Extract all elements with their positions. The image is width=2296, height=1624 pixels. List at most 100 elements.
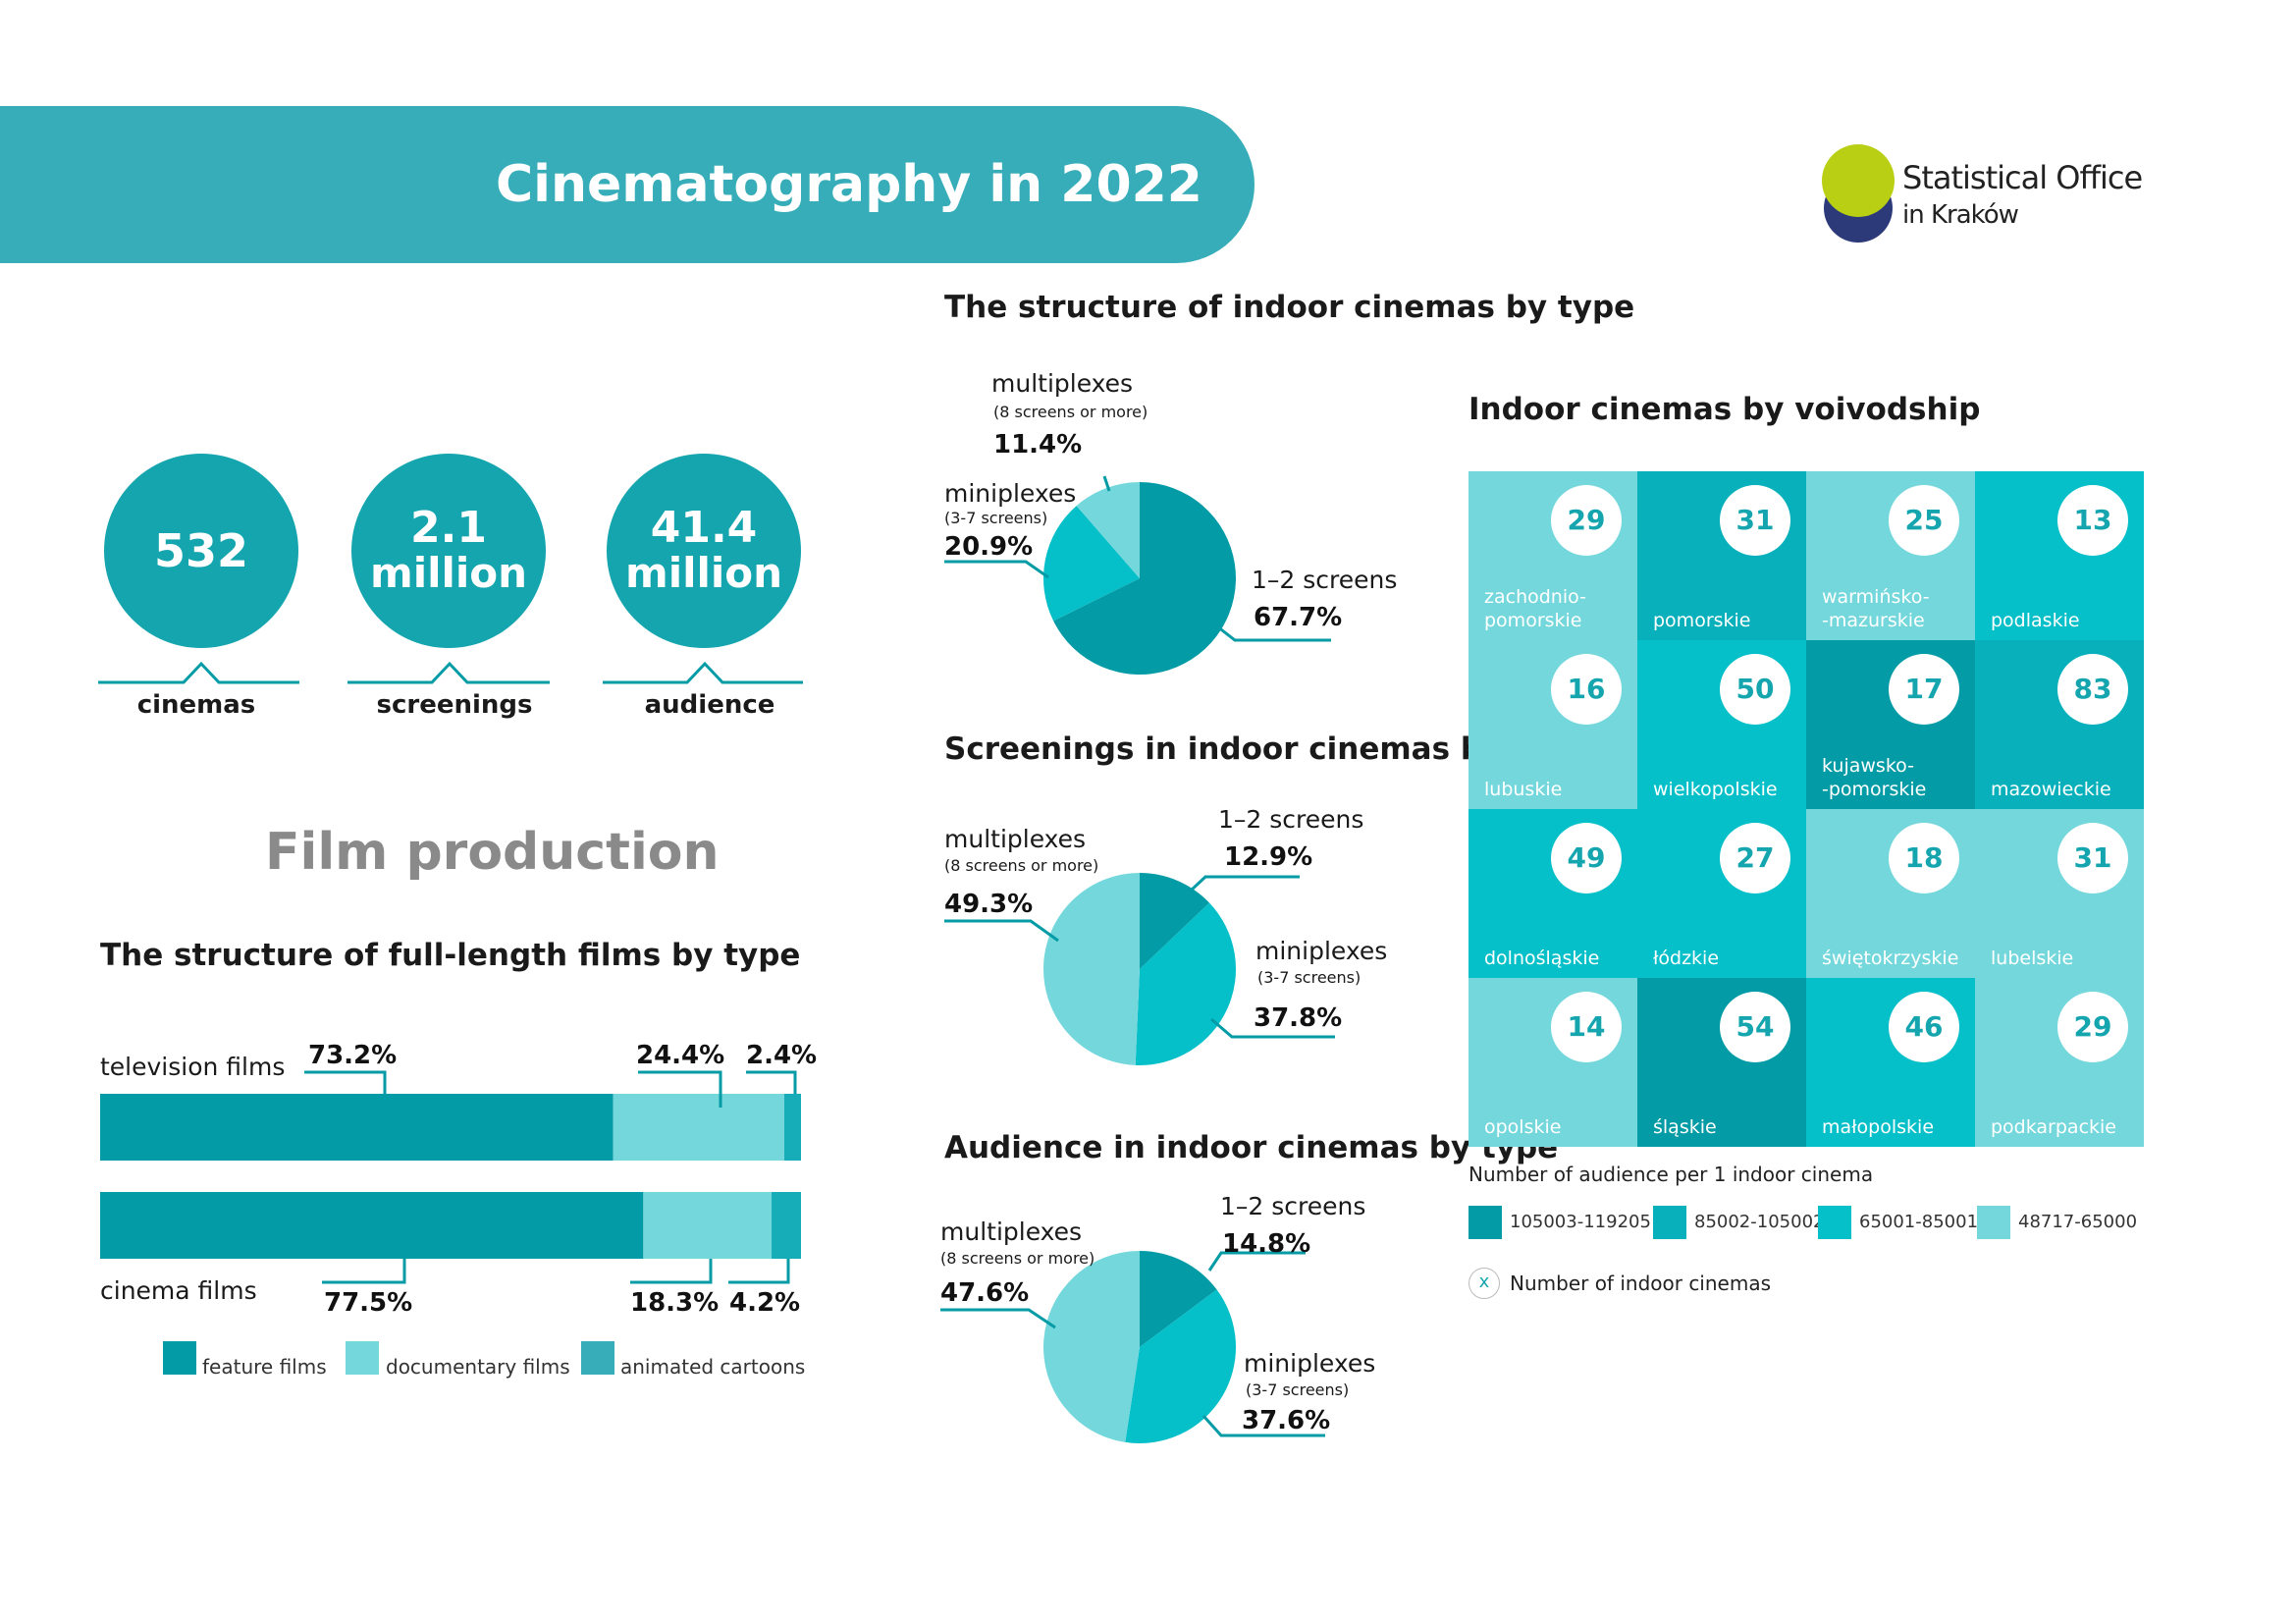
legend-label: documentary films [386, 1355, 570, 1379]
tile-voivodship-name: łódzkie [1653, 947, 1720, 969]
pie-slice-name: multiplexes [991, 369, 1134, 398]
logo-line2: in Kraków [1902, 200, 2019, 230]
bar-leader-line [630, 1259, 713, 1284]
tile-voivodship-name: lubelskie [1991, 947, 2074, 969]
logo-text: Statistical Office in Kraków [1902, 159, 2143, 234]
header-banner: Cinematography in 2022 [0, 106, 1255, 263]
bar-leader-line [728, 1259, 790, 1284]
voivodship-tile: 31 lubelskie [1975, 809, 2144, 978]
bar-segment [100, 1192, 644, 1259]
legend-label: animated cartoons [620, 1355, 806, 1379]
pie-title: The structure of indoor cinemas by type [944, 290, 1635, 325]
pie-slice-name: miniplexes [1255, 937, 1388, 965]
bar-segment [772, 1192, 801, 1259]
stat-callout-line [98, 661, 299, 684]
tile-cinema-count: 29 [1551, 485, 1622, 556]
tile-cinema-count: 25 [1889, 485, 1959, 556]
tile-cinema-count: 27 [1720, 823, 1790, 893]
pie-leader-line [1207, 1251, 1306, 1272]
voivodship-tile: 13 podlaskie [1975, 471, 2144, 640]
legend-label: feature films [202, 1355, 327, 1379]
legend-swatch-animated [581, 1341, 614, 1375]
tile-cinema-count: 29 [2057, 992, 2128, 1062]
map-legend-swatch [1468, 1206, 1502, 1239]
pie-slice-sub: (3-7 screens) [944, 509, 1048, 527]
stat-unit: million [369, 549, 528, 597]
logo-line1: Statistical Office [1902, 159, 2143, 196]
pie-slice-name: multiplexes [944, 825, 1087, 853]
pie-slice-sub: (8 screens or more) [944, 856, 1099, 875]
bar-segment [643, 1192, 773, 1259]
voivodship-tile: 29 zachodnio- pomorskie [1468, 471, 1637, 640]
pie-slice-sub: (3-7 screens) [1257, 968, 1362, 987]
logo-circle-lime [1822, 144, 1895, 217]
voivodship-tile: 14 opolskie [1468, 978, 1637, 1147]
pie-leader-line [1189, 875, 1300, 893]
marker-note: Number of indoor cinemas [1510, 1272, 1772, 1295]
marker-symbol: x [1468, 1268, 1500, 1299]
voivodship-tile: 49 dolnośląskie [1468, 809, 1637, 978]
bar-segment [613, 1094, 784, 1161]
pie-slice [1140, 1251, 1217, 1347]
tile-cinema-count: 31 [2057, 823, 2128, 893]
bar-leader-line [746, 1070, 797, 1094]
stat-label: audience [644, 690, 775, 720]
voivodship-tile: 54 śląskie [1637, 978, 1806, 1147]
bar-leader-line [322, 1259, 406, 1284]
pie-slice-name: miniplexes [1244, 1349, 1376, 1378]
tile-cinema-count: 50 [1720, 654, 1790, 725]
pie-slice-pct: 14.8% [1222, 1229, 1311, 1259]
voivodship-tile: 27 łódzkie [1637, 809, 1806, 978]
tile-voivodship-name: opolskie [1484, 1116, 1562, 1138]
map-legend-label: 85002-105002 [1694, 1212, 1825, 1232]
legend-swatch-feature [163, 1341, 196, 1375]
stat-value: 532 [153, 524, 249, 577]
section-title: Film production [265, 823, 720, 882]
voivodship-tile: 83 mazowieckie [1975, 640, 2144, 809]
tile-cinema-count: 31 [1720, 485, 1790, 556]
voivodship-tile: 31 pomorskie [1637, 471, 1806, 640]
pie-slice-name: 1–2 screens [1218, 805, 1364, 834]
stat-value: 41.4 [650, 503, 758, 553]
tile-cinema-count: 46 [1889, 992, 1959, 1062]
voivodship-tile: 18 świętokrzyskie [1806, 809, 1975, 978]
pie-slice-name: 1–2 screens [1220, 1192, 1366, 1220]
bar-value-label: 73.2% [308, 1041, 398, 1070]
bar-value-label: 24.4% [636, 1041, 725, 1070]
bar-category-label: television films [100, 1053, 286, 1081]
pie-slice-pct: 67.7% [1254, 603, 1343, 632]
tile-cinema-count: 54 [1720, 992, 1790, 1062]
pie-slice [1053, 482, 1236, 675]
tile-cinema-count: 83 [2057, 654, 2128, 725]
bar-value-label: 18.3% [630, 1288, 720, 1318]
pie-slice-pct: 47.6% [940, 1278, 1030, 1308]
map-legend-swatch [1653, 1206, 1686, 1239]
bar-value-label: 4.2% [729, 1288, 801, 1318]
pie-slice-name: multiplexes [940, 1218, 1083, 1246]
voivodship-tile: 25 warmińsko- -mazurskie [1806, 471, 1975, 640]
stat-value: 2.1 [410, 503, 487, 553]
page-title: Cinematography in 2022 [495, 155, 1202, 214]
map-legend-label: 48717-65000 [2018, 1212, 2138, 1232]
pie-slice-sub: (3-7 screens) [1246, 1380, 1350, 1399]
tile-cinema-count: 14 [1551, 992, 1622, 1062]
tile-cinema-count: 16 [1551, 654, 1622, 725]
pie-leader-line [1201, 1414, 1325, 1437]
pie-leader-line [944, 560, 1049, 579]
stat-cinemas-circle: 532 [104, 454, 298, 648]
map-legend-label: 105003-119205 [1510, 1212, 1651, 1232]
tile-cinema-count: 17 [1889, 654, 1959, 725]
pie-slice-pct: 37.6% [1242, 1406, 1331, 1435]
voivodship-tile: 50 wielkopolskie [1637, 640, 1806, 809]
stat-callout-line [603, 661, 803, 684]
voivodship-tile: 46 małopolskie [1806, 978, 1975, 1147]
tile-voivodship-name: warmińsko- -mazurskie [1822, 586, 1930, 631]
pie-leader-line [1216, 624, 1331, 642]
tile-voivodship-name: małopolskie [1822, 1116, 1935, 1138]
tile-voivodship-name: dolnośląskie [1484, 947, 1600, 969]
pie-slice-pct: 37.8% [1254, 1003, 1343, 1033]
pie-slice-sub: (8 screens or more) [993, 403, 1148, 421]
bar-leader-line [304, 1070, 387, 1094]
stat-unit: million [624, 549, 783, 597]
pie-leader-line [940, 1308, 1056, 1329]
